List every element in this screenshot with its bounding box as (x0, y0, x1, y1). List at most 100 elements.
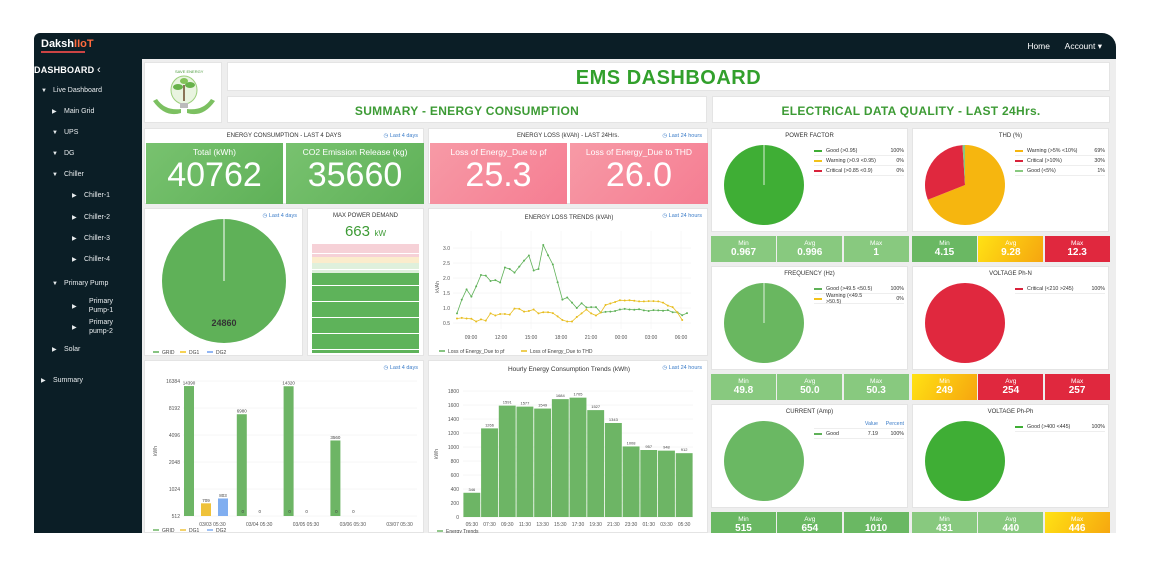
legend-table: Critical (<210 >245) 100% (1015, 284, 1105, 294)
time-range-link[interactable]: ◷ Last 24 hours (662, 365, 702, 371)
legend-percent: 100% (1091, 423, 1105, 430)
nav-home-link[interactable]: Home (1027, 41, 1050, 51)
legend-swatch (814, 297, 822, 300)
legend-row[interactable]: Critical (>0.85 <0.9) 0% (814, 166, 904, 176)
sidebar-item-label: Chiller-4 (84, 256, 111, 263)
caret-right-icon: ▶ (72, 236, 77, 242)
legend-percent: 100% (890, 430, 904, 437)
legend-header-value[interactable]: Value (864, 420, 878, 427)
sidebar-item-summary[interactable]: ▶ Summary (41, 377, 83, 384)
legend-swatch (814, 159, 822, 162)
max-power-readout: 663 kW (308, 223, 423, 241)
legend-row[interactable]: Warning (>0.9 <0.95) 0% (814, 156, 904, 166)
legend-label: Loss of Energy_Due to pf (448, 349, 505, 355)
sidebar-item-label: Primary pump-2 (88, 319, 114, 335)
gauge-segment (312, 349, 419, 353)
clock-icon: ◷ (262, 213, 268, 219)
data-point (609, 302, 612, 305)
sidebar-item-main-grid[interactable]: ▶ Main Grid (52, 108, 94, 115)
x-tick-label: 23:30 (625, 522, 638, 528)
time-range-link[interactable]: ◷ Last 24 hours (662, 133, 702, 139)
bar-dg2 (218, 498, 228, 516)
data-point (547, 254, 550, 257)
brand-logo[interactable]: DakshIIoT (41, 38, 94, 50)
legend-percent: 100% (890, 147, 904, 154)
sidebar-item-primary-pump-1[interactable]: ▶ Primary Pump-1 (72, 297, 118, 315)
sidebar-item-label: Chiller (64, 171, 84, 178)
data-point (527, 254, 530, 257)
data-point (484, 319, 487, 322)
sidebar-item-chiller-4[interactable]: ▶ Chiller-4 (72, 256, 110, 263)
sidebar-item-chiller-1[interactable]: ▶ Chiller-1 (72, 192, 110, 199)
data-point (551, 312, 554, 315)
legend-percent: 100% (890, 285, 904, 292)
stat-value: 0.967 (730, 247, 757, 258)
sidebar-item-live-dashboard[interactable]: ▼ Live Dashboard (41, 87, 102, 94)
time-range-link[interactable]: ◷ Last 24 hours (662, 213, 702, 219)
legend-row[interactable]: Good 7.19 100% (814, 429, 904, 439)
data-point (537, 268, 540, 270)
x-tick-label: 07:30 (483, 522, 496, 528)
sidebar-item-chiller-2[interactable]: ▶ Chiller-2 (72, 214, 110, 221)
time-range-link[interactable]: ◷ Last 4 days (384, 133, 418, 139)
sidebar-item-dg[interactable]: ▼ DG (52, 150, 75, 157)
bar-value-label: 0 (242, 509, 245, 514)
x-tick-label: 21:30 (607, 522, 620, 528)
data-point (681, 314, 684, 317)
bar-grid (283, 386, 294, 516)
legend-row[interactable]: Good (<5%) 1% (1015, 166, 1105, 176)
stat-value: 440 (1002, 523, 1020, 533)
legend-row[interactable]: Good (>0.95) 100% (814, 146, 904, 156)
legend-row[interactable]: Good (>49.5 <50.5) 100% (814, 284, 904, 294)
bar-value-label: 0 (352, 509, 355, 514)
legend-label: Warning (>0.9 <0.95) (826, 157, 876, 164)
legend-label: Energy Trends (446, 529, 479, 533)
gauge-segment (312, 285, 419, 289)
x-tick-label: 03/07 05:30 (386, 522, 413, 528)
legend-header-percent[interactable]: Percent (885, 420, 904, 427)
y-tick-label: 1.5 (443, 291, 450, 297)
caret-down-icon: ▼ (41, 88, 47, 94)
data-point (681, 319, 684, 321)
sidebar-item-ups[interactable]: ▼ UPS (52, 129, 78, 136)
time-range-link[interactable]: ◷ Last 4 days (384, 365, 418, 371)
data-point (590, 312, 593, 315)
sidebar-item-chiller[interactable]: ▼ Chiller (52, 171, 84, 178)
x-tick-label: 00:00 (615, 335, 628, 341)
sidebar-item-primary-pump[interactable]: ▼ Primary Pump (52, 280, 108, 287)
sidebar-item-solar[interactable]: ▶ Solar (52, 346, 80, 353)
caret-right-icon: ▶ (72, 215, 77, 221)
data-point (633, 308, 636, 311)
data-point (489, 312, 492, 315)
quality-pie-chart (724, 283, 804, 363)
chevron-left-icon[interactable]: ‹ (97, 64, 101, 76)
time-range-link[interactable]: ◷ Last 4 days (263, 213, 297, 219)
panel-title: FREQUENCY (Hz) (784, 271, 835, 277)
nav-account-menu[interactable]: Account ▾ (1064, 41, 1102, 51)
gauge-segment (312, 314, 419, 318)
data-point (599, 311, 602, 314)
legend-row[interactable]: Good (>400 <445) 100% (1015, 422, 1105, 432)
data-point (532, 269, 535, 272)
legend-row[interactable]: Critical (>10%) 30% (1015, 156, 1105, 166)
clock-icon: ◷ (383, 133, 389, 139)
bar-value-label: 709 (202, 498, 210, 503)
legend-row[interactable]: Warning (>5% <10%) 69% (1015, 146, 1105, 156)
data-point (518, 265, 521, 268)
stat-min-power-factor: Min 0.967 (711, 236, 776, 262)
legend-table: Good (>400 <445) 100% (1015, 422, 1105, 432)
data-point (575, 316, 578, 318)
legend-swatch (1015, 159, 1023, 162)
stat-value: 254 (1002, 385, 1020, 396)
stat-value: 431 (936, 523, 953, 533)
y-tick-label: 1.0 (443, 306, 450, 312)
x-tick-label: 01:30 (643, 522, 656, 528)
pie-value-label: 24860 (211, 318, 236, 328)
legend-row[interactable]: Warning (<49.5 >50.5) 0% (814, 293, 904, 305)
legend-row[interactable]: Critical (<210 >245) 100% (1015, 284, 1105, 294)
legend-swatch (814, 169, 822, 172)
sidebar-item-chiller-3[interactable]: ▶ Chiller-3 (72, 235, 110, 242)
gauge-segment (312, 256, 419, 260)
sidebar-item-primary-pump-2[interactable]: ▶ Primary pump-2 (72, 318, 118, 336)
pie-slice (925, 421, 1005, 501)
